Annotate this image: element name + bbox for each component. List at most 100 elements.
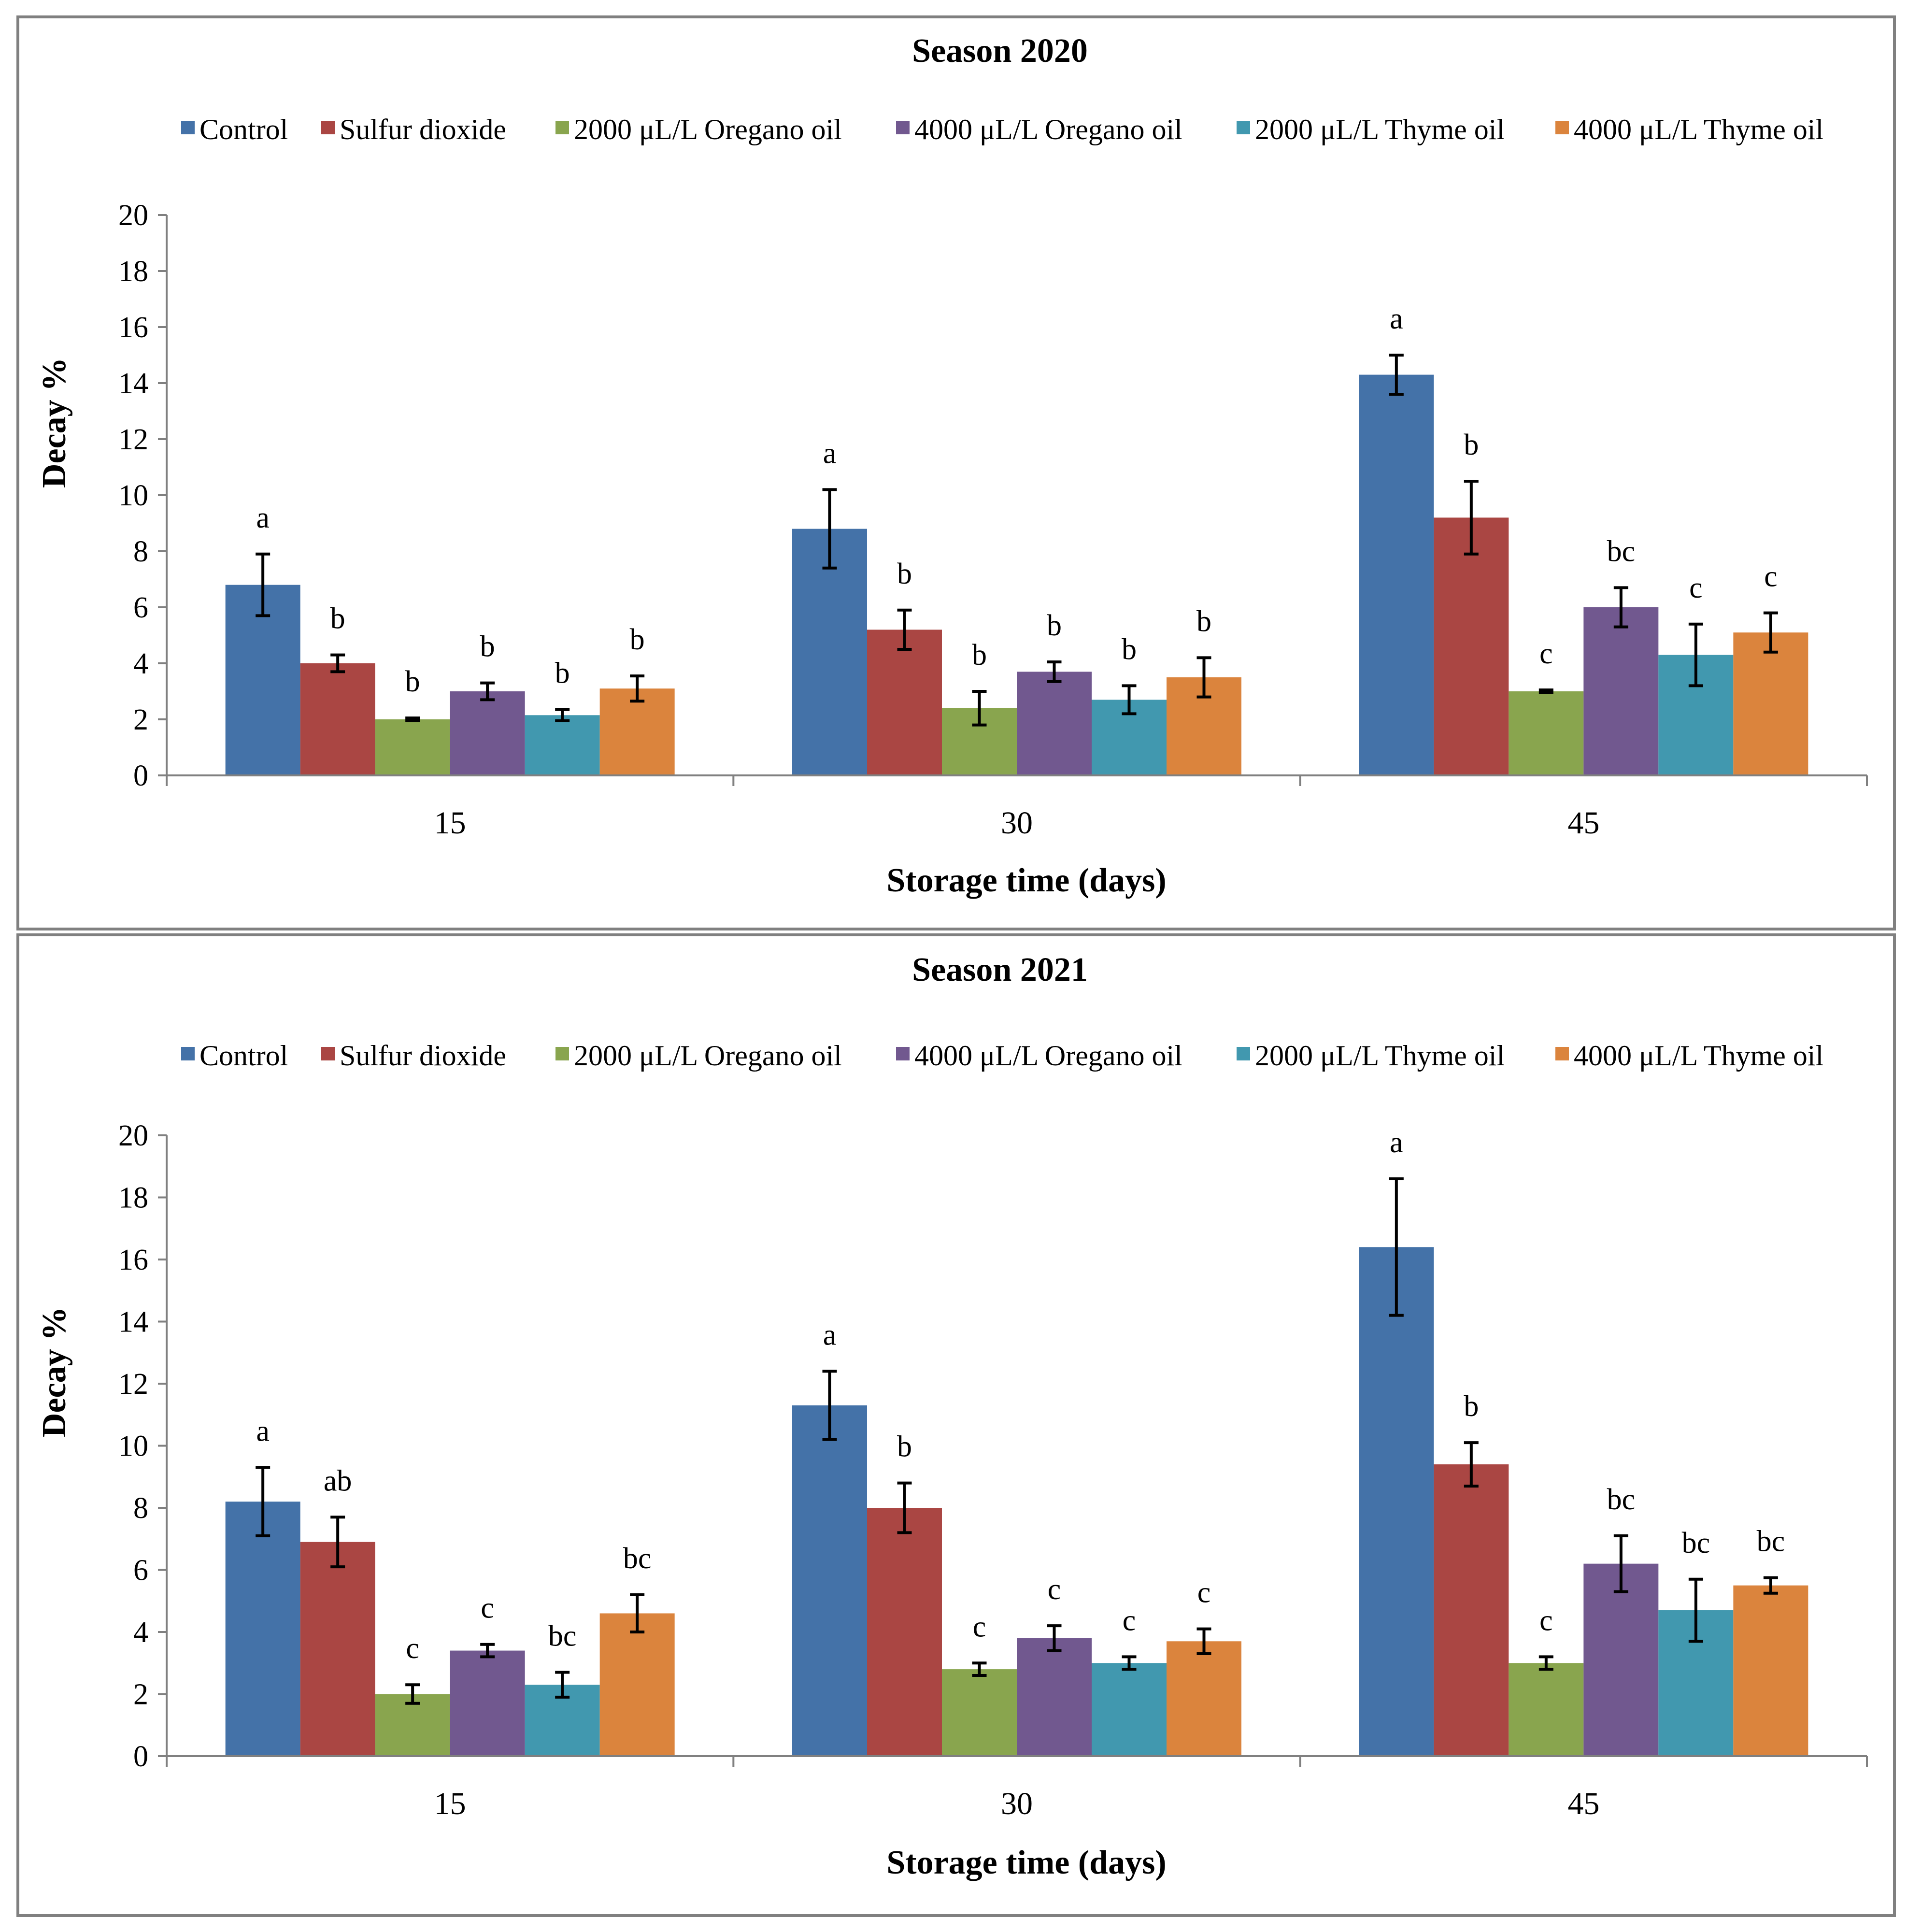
significance-letter: b bbox=[1464, 429, 1479, 461]
y-tick-label: 14 bbox=[118, 367, 148, 400]
significance-letter: bc bbox=[1607, 535, 1636, 568]
significance-letter: c bbox=[1048, 1573, 1061, 1606]
y-tick-label: 18 bbox=[118, 1182, 148, 1215]
legend-label: 2000 μL/L Thyme oil bbox=[1255, 114, 1505, 145]
bar bbox=[1733, 1585, 1808, 1756]
bar bbox=[525, 715, 600, 775]
significance-letter: bc bbox=[548, 1620, 577, 1653]
bar bbox=[450, 1650, 525, 1756]
bar bbox=[1017, 1638, 1092, 1756]
bar bbox=[1583, 607, 1659, 775]
legend-label: 2000 μL/L Thyme oil bbox=[1255, 1040, 1505, 1072]
bar bbox=[1583, 1563, 1659, 1756]
y-tick-label: 16 bbox=[118, 311, 148, 344]
legend-label: Control bbox=[199, 1040, 288, 1072]
significance-letter: ab bbox=[324, 1464, 352, 1497]
legend-label: 4000 μL/L Thyme oil bbox=[1574, 114, 1823, 145]
bar bbox=[1509, 691, 1584, 775]
significance-letter: b bbox=[480, 630, 495, 663]
bar bbox=[1509, 1663, 1584, 1756]
legend-swatch bbox=[555, 121, 569, 134]
significance-letter: a bbox=[1390, 302, 1403, 335]
y-tick-label: 6 bbox=[133, 591, 148, 624]
bar bbox=[225, 1502, 300, 1756]
significance-letter: a bbox=[1390, 1126, 1403, 1159]
significance-letter: c bbox=[973, 1610, 986, 1643]
significance-letter: c bbox=[1689, 572, 1703, 604]
significance-letter: bc bbox=[1757, 1525, 1785, 1558]
bar bbox=[1434, 1464, 1509, 1756]
legend-swatch bbox=[555, 1047, 569, 1060]
significance-letter: b bbox=[1122, 633, 1137, 666]
panel-season-2020: Season 2020 Control Sulfur dioxide 2000 μL… bbox=[16, 15, 1896, 930]
x-axis-title: Storage time (days) bbox=[886, 1844, 1166, 1881]
legend-swatch bbox=[321, 1047, 335, 1060]
significance-letter: c bbox=[481, 1592, 494, 1625]
y-tick-label: 14 bbox=[118, 1306, 148, 1339]
bar bbox=[1167, 1641, 1241, 1756]
significance-letter: b bbox=[1047, 609, 1062, 642]
significance-letter: b bbox=[897, 558, 912, 590]
panel-frame bbox=[16, 15, 1896, 930]
x-tick-label: 30 bbox=[1001, 805, 1033, 841]
legend-label: 4000 μL/L Thyme oil bbox=[1574, 1040, 1823, 1072]
chart-title: Season 2021 bbox=[912, 951, 1088, 988]
plot-area: 02468101214161820aabccbcbc15abcccc30abcb… bbox=[118, 1119, 1868, 1821]
bar bbox=[599, 688, 675, 775]
x-tick-label: 30 bbox=[1001, 1786, 1033, 1821]
significance-letter: c bbox=[1539, 1604, 1553, 1637]
x-tick-label: 45 bbox=[1567, 1786, 1599, 1821]
bar bbox=[1359, 374, 1434, 775]
significance-letter: a bbox=[256, 1415, 270, 1447]
significance-letter: b bbox=[555, 657, 570, 690]
legend-label: Sulfur dioxide bbox=[340, 1040, 506, 1072]
y-tick-label: 12 bbox=[118, 1368, 148, 1401]
y-tick-label: 8 bbox=[133, 1492, 148, 1525]
significance-letter: c bbox=[1764, 560, 1778, 593]
significance-letter: b bbox=[1464, 1390, 1479, 1423]
chart-title: Season 2020 bbox=[912, 32, 1088, 70]
bar bbox=[300, 663, 375, 775]
bar bbox=[792, 529, 867, 775]
legend-swatch bbox=[896, 1047, 910, 1060]
legend-label: Control bbox=[199, 114, 288, 145]
y-tick-label: 8 bbox=[133, 535, 148, 568]
y-tick-label: 12 bbox=[118, 423, 148, 456]
legend: Control Sulfur dioxide 2000 μL/L Oregano o… bbox=[181, 1040, 1823, 1072]
x-tick-label: 15 bbox=[434, 1786, 466, 1821]
legend: Control Sulfur dioxide 2000 μL/L Oregano o… bbox=[181, 114, 1823, 145]
y-tick-label: 4 bbox=[133, 1616, 148, 1649]
legend-label: Sulfur dioxide bbox=[340, 114, 506, 145]
significance-letter: a bbox=[823, 437, 837, 470]
legend-swatch bbox=[1237, 121, 1250, 134]
y-tick-label: 0 bbox=[133, 759, 148, 792]
significance-letter: a bbox=[823, 1318, 837, 1351]
significance-letter: b bbox=[972, 639, 987, 672]
bar bbox=[1434, 517, 1509, 775]
y-axis-title: Decay % bbox=[36, 358, 73, 488]
y-axis-title: Decay % bbox=[36, 1307, 73, 1437]
legend-swatch bbox=[321, 121, 335, 134]
x-tick-label: 15 bbox=[434, 805, 466, 841]
legend-label: 4000 μL/L Oregano oil bbox=[914, 1040, 1182, 1072]
legend-label: 2000 μL/L Oregano oil bbox=[574, 114, 842, 145]
legend-label: 4000 μL/L Oregano oil bbox=[914, 114, 1182, 145]
bar bbox=[867, 630, 942, 775]
x-tick-label: 45 bbox=[1567, 805, 1599, 841]
y-tick-label: 2 bbox=[133, 703, 148, 736]
bar bbox=[599, 1613, 675, 1756]
y-tick-label: 20 bbox=[118, 1119, 148, 1152]
bar bbox=[1733, 632, 1808, 775]
bar bbox=[450, 691, 525, 775]
legend-swatch bbox=[896, 121, 910, 134]
bar bbox=[1092, 1663, 1167, 1756]
significance-letter: c bbox=[1539, 637, 1553, 670]
significance-letter: b bbox=[897, 1431, 912, 1463]
significance-letter: b bbox=[330, 602, 345, 635]
significance-letter: b bbox=[405, 665, 420, 698]
y-tick-label: 2 bbox=[133, 1678, 148, 1711]
significance-letter: b bbox=[630, 623, 645, 656]
legend-label: 2000 μL/L Oregano oil bbox=[574, 1040, 842, 1072]
panel-frame bbox=[16, 933, 1896, 1917]
